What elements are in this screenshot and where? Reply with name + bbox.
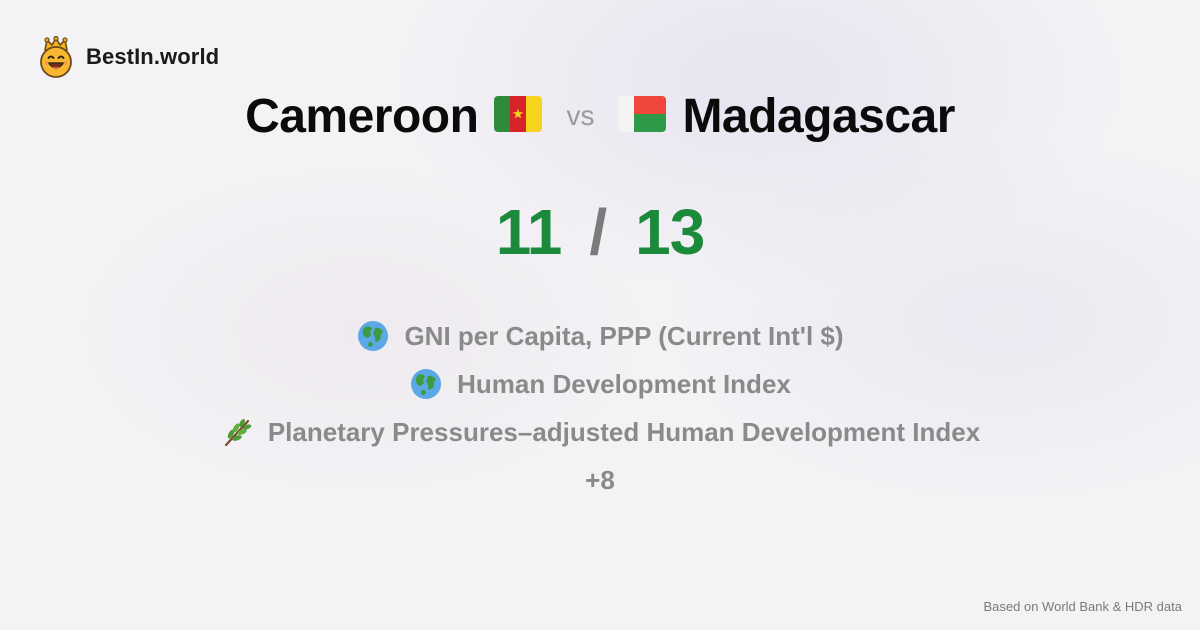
metric-item[interactable]: Planetary Pressures–adjusted Human Devel… bbox=[220, 408, 980, 456]
metrics-list: GNI per Capita, PPP (Current Int'l $) Hu… bbox=[0, 312, 1200, 504]
right-country-name[interactable]: Madagascar bbox=[682, 89, 954, 144]
metric-item[interactable]: GNI per Capita, PPP (Current Int'l $) bbox=[356, 312, 843, 360]
metric-item[interactable]: Human Development Index bbox=[409, 360, 791, 408]
brand-name: BestIn.world bbox=[86, 44, 219, 70]
metric-label: Human Development Index bbox=[457, 369, 791, 400]
score-row: 11 / 13 bbox=[0, 192, 1200, 272]
madagascar-flag-icon bbox=[618, 96, 666, 137]
source-note: Based on World Bank & HDR data bbox=[984, 599, 1182, 614]
left-country-name[interactable]: Cameroon bbox=[245, 89, 478, 144]
more-metrics-count[interactable]: +8 bbox=[585, 456, 615, 504]
metric-label: GNI per Capita, PPP (Current Int'l $) bbox=[404, 321, 843, 352]
comparison-title: Cameroon vs Madagascar bbox=[0, 84, 1200, 148]
globe-icon bbox=[356, 319, 390, 353]
left-score: 11 bbox=[496, 195, 562, 269]
brand[interactable]: BestIn.world bbox=[38, 36, 219, 78]
cameroon-flag-icon bbox=[494, 96, 542, 137]
right-score: 13 bbox=[635, 195, 704, 269]
globe-icon bbox=[409, 367, 443, 401]
vs-label: vs bbox=[566, 100, 594, 132]
crown-smiley-icon bbox=[38, 36, 74, 78]
metric-label: Planetary Pressures–adjusted Human Devel… bbox=[268, 417, 980, 448]
score-separator: / bbox=[589, 195, 607, 269]
leaf-branch-icon bbox=[220, 415, 254, 449]
